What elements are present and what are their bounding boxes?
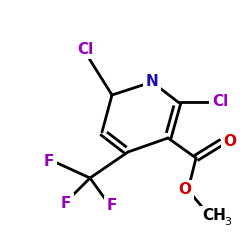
Text: O: O bbox=[178, 182, 192, 198]
Text: F: F bbox=[107, 198, 117, 214]
Text: CH: CH bbox=[202, 208, 226, 224]
Text: Cl: Cl bbox=[212, 94, 228, 110]
Text: N: N bbox=[146, 74, 158, 90]
Text: 3: 3 bbox=[224, 217, 232, 227]
Text: F: F bbox=[44, 154, 54, 168]
Text: F: F bbox=[61, 196, 71, 210]
Text: Cl: Cl bbox=[77, 42, 93, 56]
Text: O: O bbox=[224, 134, 236, 150]
